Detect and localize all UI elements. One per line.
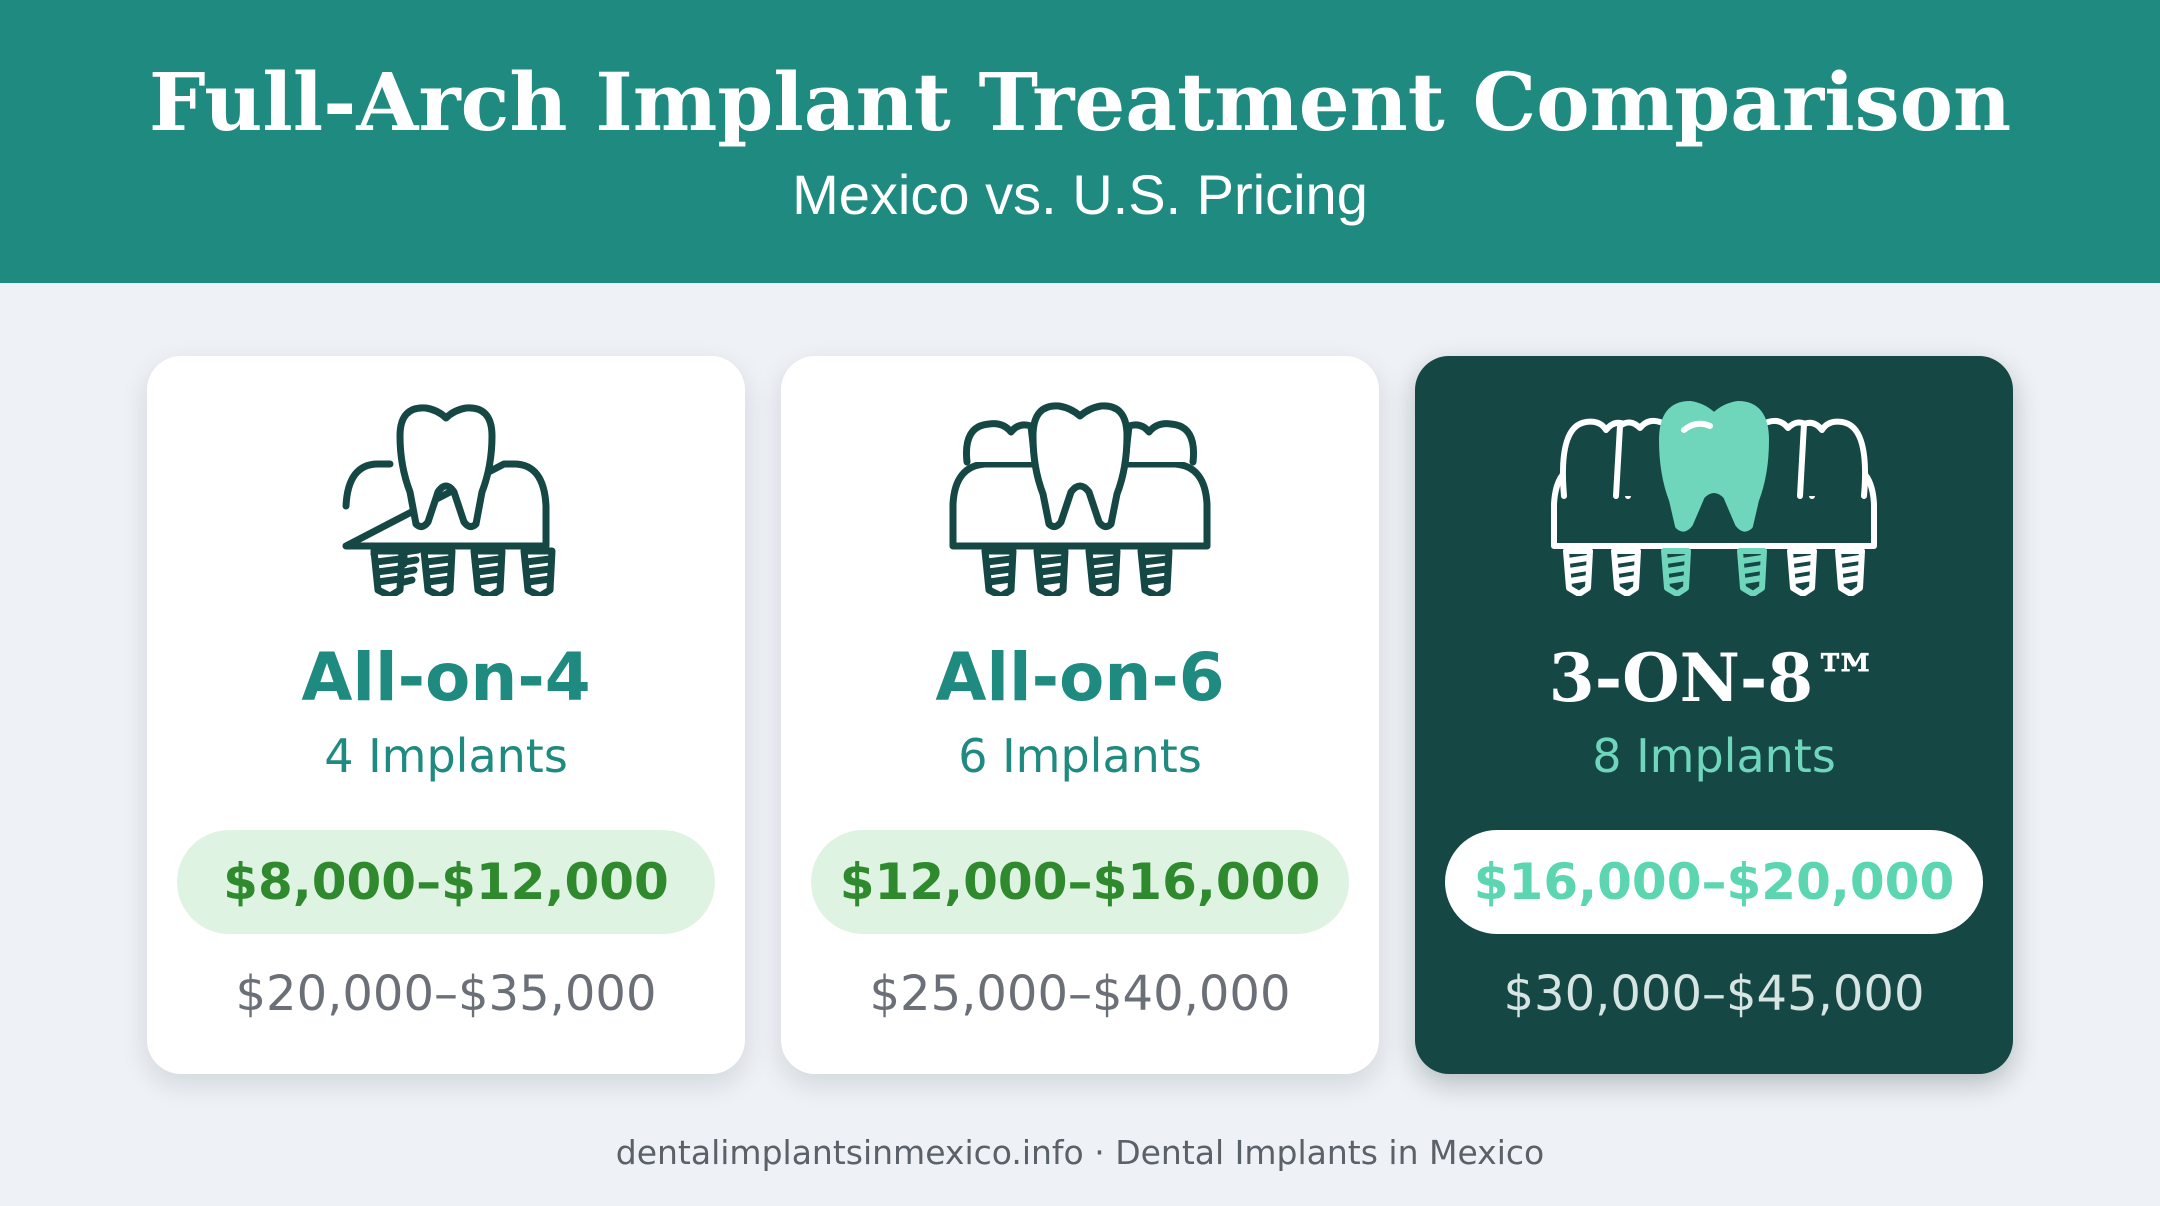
plan-name: All-on-6 (935, 639, 1225, 716)
card-3-on-8: 3-ON-8™ 8 Implants $16,000–$20,000 $30,0… (1415, 356, 2013, 1074)
plan-name: 3-ON-8™ (1548, 639, 1880, 717)
us-price: $20,000–$35,000 (235, 966, 657, 1022)
us-price: $25,000–$40,000 (869, 966, 1291, 1022)
header-banner: Full-Arch Implant Treatment Comparison M… (0, 0, 2160, 283)
mexico-price-badge: $16,000–$20,000 (1445, 830, 1983, 934)
page-subtitle: Mexico vs. U.S. Pricing (792, 163, 1368, 226)
full-arch-6-implants-icon (781, 396, 1379, 596)
implant-count: 4 Implants (324, 729, 568, 783)
card-all-on-6: All-on-6 6 Implants $12,000–$16,000 $25,… (781, 356, 1379, 1074)
plan-name: All-on-4 (301, 639, 591, 716)
footer-source: dentalimplantsinmexico.info · Dental Imp… (615, 1133, 1545, 1172)
page-title: Full-Arch Implant Treatment Comparison (148, 55, 2012, 149)
implant-count: 6 Implants (958, 729, 1202, 783)
card-all-on-4: All-on-4 4 Implants $8,000–$12,000 $20,0… (147, 356, 745, 1074)
us-price: $30,000–$45,000 (1503, 966, 1925, 1022)
full-arch-4-implants-icon (147, 396, 745, 596)
full-arch-8-implants-icon (1415, 396, 2013, 596)
implant-count: 8 Implants (1592, 729, 1836, 783)
mexico-price-badge: $12,000–$16,000 (811, 830, 1349, 934)
mexico-price-badge: $8,000–$12,000 (177, 830, 715, 934)
